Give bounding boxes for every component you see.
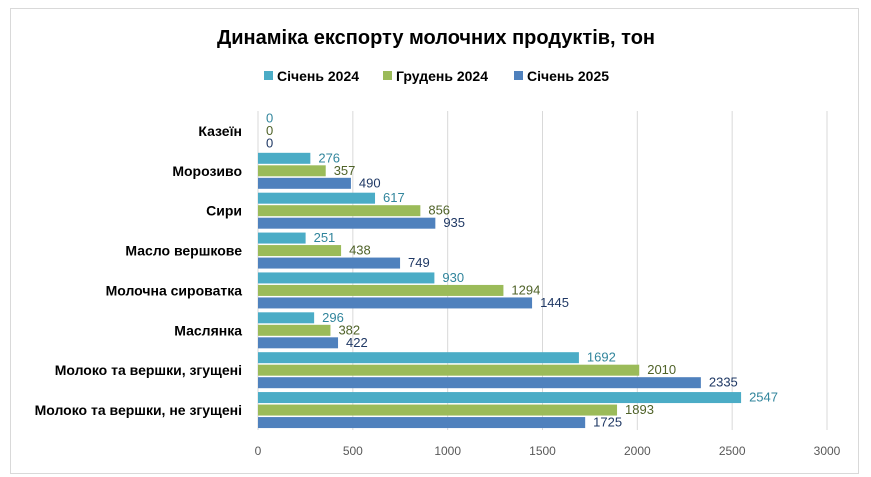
bar-4-1 [258,284,504,296]
legend-label-0: Січень 2024 [277,68,359,84]
data-label-2-2: 935 [443,215,465,230]
data-label-1-1: 357 [334,163,356,178]
bar-4-0 [258,272,435,284]
x-tick-label-4: 2000 [624,444,651,458]
data-label-3-1: 438 [349,243,371,258]
bar-5-0 [258,312,315,324]
data-label-7-0: 2547 [749,390,778,405]
data-label-2-1: 856 [428,203,450,218]
bar-3-1 [258,245,342,257]
data-label-5-1: 382 [338,322,360,337]
data-label-4-0: 930 [442,270,464,285]
legend-label-1: Грудень 2024 [396,68,488,84]
legend-swatch-1 [383,71,392,80]
bar-1-0 [258,152,311,164]
category-label-6: Молоко та вершки, згущені [55,362,242,378]
data-label-1-2: 490 [359,175,381,190]
bar-6-1 [258,364,640,376]
data-label-1-0: 276 [318,150,340,165]
data-label-4-2: 1445 [540,295,569,310]
data-label-2-0: 617 [383,190,405,205]
data-label-4-1: 1294 [511,282,540,297]
legend-label-2: Січень 2025 [527,68,609,84]
bar-5-1 [258,324,331,336]
grid-lines [257,111,828,430]
bar-1-2 [258,177,351,189]
x-tick-label-5: 2500 [719,444,746,458]
bar-3-0 [258,232,306,244]
bar-2-2 [258,217,436,229]
bars: 0002763574906178569352514387499301294144… [258,110,778,430]
bar-7-2 [258,417,586,429]
data-label-6-2: 2335 [709,375,738,390]
bar-4-2 [258,297,533,309]
x-tick-label-2: 1000 [434,444,461,458]
bar-7-1 [258,404,618,416]
bar-3-2 [258,257,401,269]
bar-5-2 [258,337,339,349]
data-label-0-2: 0 [266,135,273,150]
category-label-2: Сири [206,203,242,219]
bar-chart: Динаміка експорту молочних продуктів, то… [35,27,841,458]
bar-7-0 [258,392,742,404]
x-tick-label-0: 0 [255,444,262,458]
bar-6-2 [258,377,701,389]
category-labels: Казеїн Морозиво Сири Масло вершкове Молочна … [35,123,243,418]
category-label-4: Молочна сироватка [106,282,243,298]
category-label-3: Масло вершкове [125,243,242,259]
chart-frame: Динаміка експорту молочних продуктів, то… [10,8,859,474]
legend-swatch-0 [264,71,273,80]
legend: Січень 2024 Грудень 2024 Січень 2025 [264,68,609,84]
x-tick-label-1: 500 [343,444,363,458]
category-label-5: Маслянка [174,322,242,338]
bar-1-1 [258,165,326,177]
data-label-0-0: 0 [266,110,273,125]
bar-2-0 [258,192,376,204]
data-label-0-1: 0 [266,123,273,138]
category-label-7: Молоко та вершки, не згущені [35,402,242,418]
x-tick-label-3: 1500 [529,444,556,458]
x-axis-ticks: 0 500 1000 1500 2000 2500 3000 [255,444,841,458]
bar-6-0 [258,352,579,364]
legend-swatch-2 [514,71,523,80]
chart-title: Динаміка експорту молочних продуктів, то… [217,27,655,49]
category-label-0: Казеїн [198,123,242,139]
x-tick-label-6: 3000 [814,444,841,458]
data-label-3-0: 251 [314,230,336,245]
data-label-5-0: 296 [322,310,344,325]
data-label-3-2: 749 [408,255,430,270]
data-label-7-1: 1893 [625,402,654,417]
data-label-6-1: 2010 [647,362,676,377]
category-label-1: Морозиво [172,163,242,179]
bar-2-1 [258,205,421,217]
data-label-6-0: 1692 [587,350,616,365]
data-label-7-2: 1725 [593,415,622,430]
data-label-5-2: 422 [346,335,368,350]
